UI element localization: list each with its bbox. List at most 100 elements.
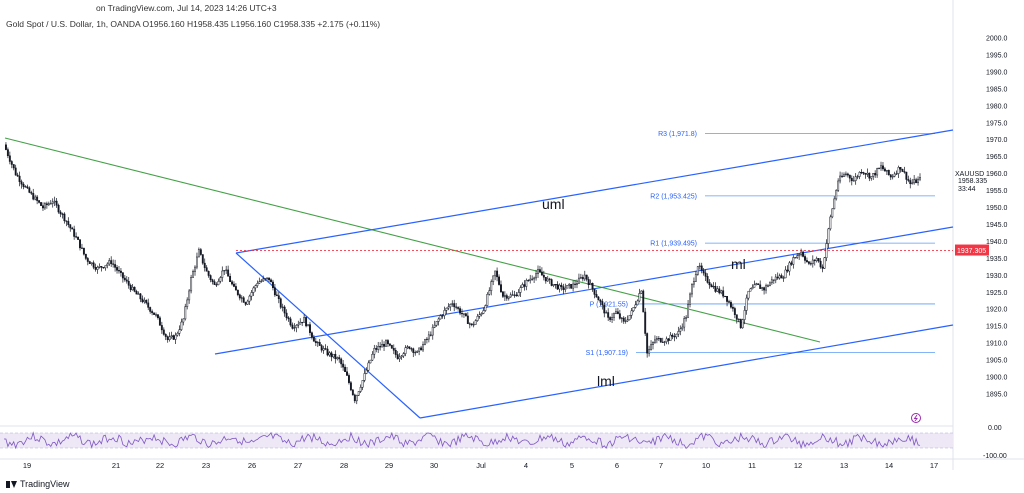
candle-body <box>336 357 339 360</box>
y-axis: 2000.0 1995.0 1990.0 1985.0 1980.0 1975.0 1970… <box>986 36 1008 399</box>
candle-body <box>118 270 120 272</box>
candle-body <box>47 203 50 206</box>
candle-body <box>866 172 869 175</box>
candle-body <box>917 178 920 184</box>
candle-body <box>844 173 847 176</box>
pitchfork-handle <box>235 252 421 419</box>
candle-body <box>84 253 87 259</box>
candle-body <box>234 286 237 291</box>
candle-body <box>850 177 853 182</box>
candle-body <box>326 348 329 356</box>
annotation-lml: lml <box>597 373 615 389</box>
y-tick-label: 1960.0 <box>986 171 1008 178</box>
y-tick-label: 1975.0 <box>986 120 1008 127</box>
lightning-icon[interactable] <box>911 413 921 423</box>
candle-body <box>878 167 881 169</box>
y-tick-label: 1925.0 <box>986 290 1008 297</box>
candle-body <box>615 311 617 314</box>
candle-body <box>77 236 80 240</box>
x-tick-label: 14 <box>885 461 893 470</box>
x-tick-label: 11 <box>748 461 756 470</box>
candle-body <box>340 358 343 365</box>
candle-body <box>398 356 401 360</box>
candle-body <box>825 243 828 259</box>
candle-body <box>82 247 85 255</box>
candle-body <box>498 276 500 285</box>
candle-body <box>303 317 306 323</box>
candle-body <box>73 228 76 237</box>
candle-body <box>728 301 730 303</box>
candle-body <box>451 303 454 305</box>
candle-body <box>757 283 760 286</box>
candle-body <box>195 256 198 268</box>
candle-body <box>131 286 134 291</box>
candle-body <box>722 290 725 297</box>
candle-body <box>390 345 393 349</box>
candle-body <box>537 269 539 274</box>
candle-body <box>418 347 421 352</box>
candle-body <box>745 297 748 311</box>
y-tick-label: 1940.0 <box>986 239 1008 246</box>
candle-body <box>297 323 300 326</box>
candle-body <box>162 329 165 335</box>
candle-body <box>737 318 740 320</box>
candle-body <box>556 284 559 290</box>
candle-body <box>517 292 520 297</box>
candle-body <box>535 273 538 279</box>
candle-body <box>94 267 97 270</box>
candle-body <box>714 285 717 292</box>
candle-body <box>462 313 465 315</box>
candle-body <box>515 294 518 297</box>
candle-body <box>318 342 321 346</box>
y-tick-label: 1915.0 <box>986 324 1008 331</box>
tradingview-logo-icon <box>6 480 17 488</box>
candle-body <box>435 321 438 326</box>
candle-body <box>806 260 808 262</box>
candle-body <box>75 236 78 238</box>
candle-body <box>761 287 764 289</box>
candle-body <box>885 169 888 172</box>
candle-body <box>564 287 567 290</box>
candle-body <box>646 333 649 354</box>
candle-body <box>98 266 101 268</box>
candle-body <box>819 260 822 268</box>
candle-body <box>424 339 426 345</box>
candle-body <box>170 335 173 338</box>
candle-body <box>90 262 93 264</box>
candle-body <box>864 173 867 175</box>
candle-body <box>887 169 890 176</box>
candle-body <box>16 174 19 177</box>
candle-body <box>480 313 483 315</box>
candle-body <box>743 310 746 320</box>
candle-body <box>821 266 824 269</box>
candle-body <box>312 337 315 342</box>
candle-body <box>692 281 695 285</box>
candle-body <box>796 255 799 258</box>
candle-body <box>281 306 284 308</box>
candle-body <box>634 304 637 308</box>
candle-body <box>211 279 214 282</box>
candle-body <box>225 269 228 271</box>
candle-body <box>780 275 783 279</box>
rsi-line <box>4 431 921 450</box>
candle-body <box>577 277 580 284</box>
candle-body <box>123 277 126 281</box>
candle-body <box>108 260 111 265</box>
candle-body <box>227 269 230 277</box>
candle-body <box>116 267 118 271</box>
candle-body <box>49 203 52 205</box>
candle-body <box>164 334 167 337</box>
candle-body <box>689 293 691 305</box>
candle-body <box>67 221 70 225</box>
candle-body <box>815 258 818 262</box>
candle-body <box>316 342 319 344</box>
candle-body <box>217 281 220 286</box>
candle-body <box>782 277 785 279</box>
candle-body <box>119 270 122 273</box>
candle-body <box>901 168 904 172</box>
candle-body <box>260 280 263 282</box>
candle-body <box>496 270 499 278</box>
x-tick-label: 27 <box>294 461 302 470</box>
candle-body <box>712 285 715 288</box>
